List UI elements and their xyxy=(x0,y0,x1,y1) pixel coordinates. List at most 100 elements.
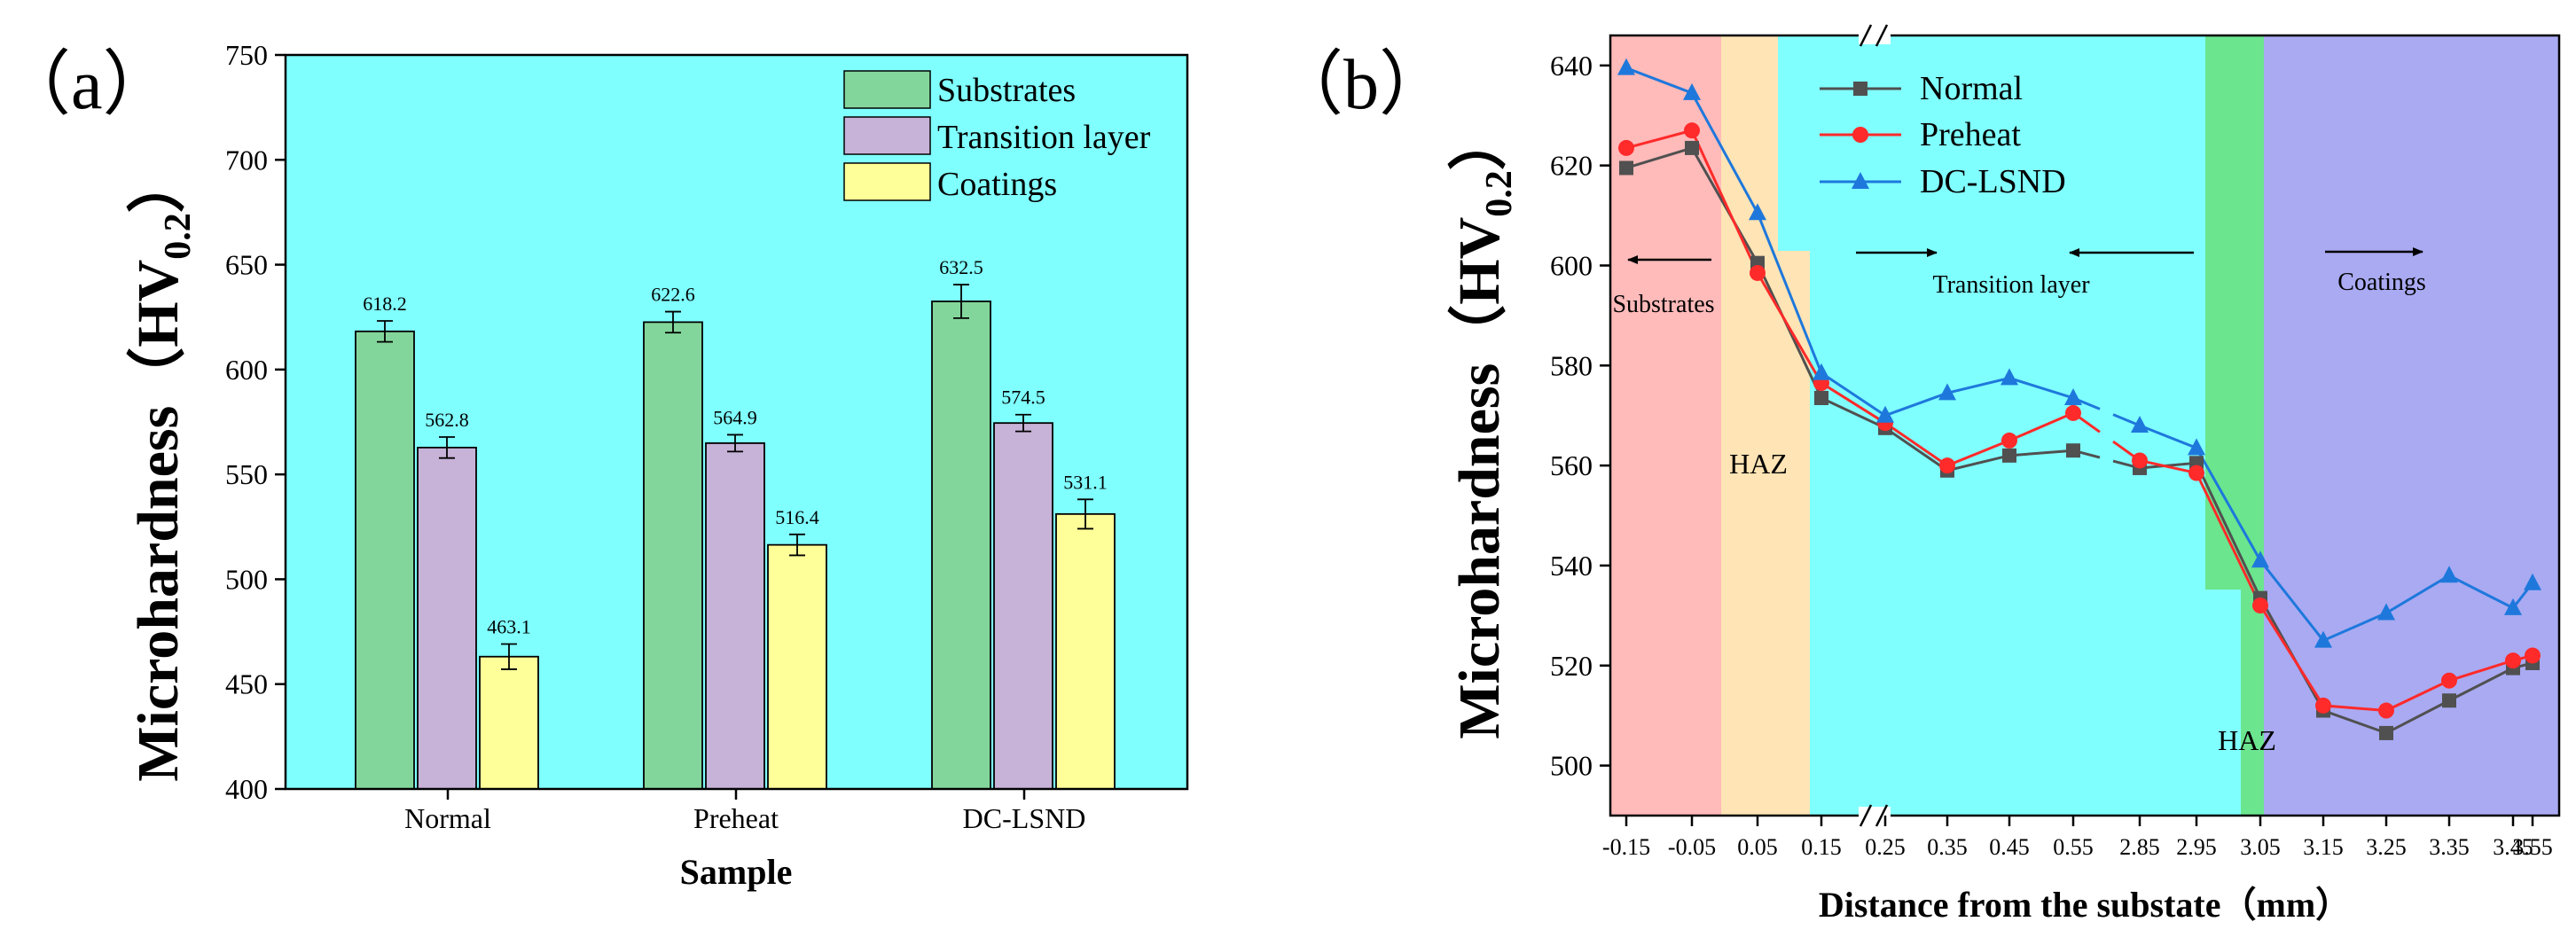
marker-dc-lsnd-0-15 xyxy=(1617,58,1635,75)
bar-value-label: 516.4 xyxy=(775,506,819,528)
legend-label-coatings: Coatings xyxy=(937,166,1057,203)
bar-coatings-normal xyxy=(479,655,539,790)
line-legend: Normal Preheat DC-LSND xyxy=(1820,70,2066,200)
bar-coatings-preheat xyxy=(767,543,827,790)
line-markers xyxy=(1617,58,2541,740)
error-bar-substrates-dc-lsnd xyxy=(953,284,969,319)
bar-legend: Substrates Transition layer Coatings xyxy=(843,70,1151,203)
x-tick-label: 0.15 xyxy=(1801,834,1842,860)
marker-preheat-0-05 xyxy=(1684,122,1700,139)
marker-preheat-0-35 xyxy=(1939,457,1955,474)
marker-dc-lsnd-0-35 xyxy=(1938,383,1956,401)
error-bar-transition-layer-normal xyxy=(439,436,455,459)
marker-preheat-0-15 xyxy=(1618,139,1634,156)
annotation-transition-layer: Transition layer xyxy=(1932,271,2090,299)
region-transition-low xyxy=(2205,590,2241,816)
marker-dc-lsnd-0-45 xyxy=(2001,368,2018,386)
x-tick-label: 0.55 xyxy=(2053,834,2094,860)
legend-swatch-transition-layer xyxy=(843,116,931,155)
x-tick-label: -0.15 xyxy=(1602,834,1650,860)
bar-marks xyxy=(355,301,1116,790)
marker-preheat-3-35 xyxy=(2441,672,2457,689)
legend-marker-normal xyxy=(1853,82,1867,96)
marker-dc-lsnd-0-05 xyxy=(1749,203,1766,221)
panel-a-label: （a） xyxy=(0,46,174,124)
x-tick-label-preheat: Preheat xyxy=(693,802,779,834)
marker-preheat-3-05 xyxy=(2252,597,2268,614)
x-tick-label: 3.25 xyxy=(2366,834,2407,860)
error-bar-coatings-dc-lsnd xyxy=(1077,498,1093,530)
marker-dc-lsnd-3-15 xyxy=(2314,630,2332,648)
y-tick-label: 550 xyxy=(225,458,268,490)
error-bar-substrates-preheat xyxy=(665,310,681,334)
marker-dc-lsnd-0-55 xyxy=(2064,387,2082,405)
marker-preheat-3-25 xyxy=(2378,702,2394,719)
y-tick-label: 600 xyxy=(225,354,268,386)
x-tick-label-dc-lsnd: DC-LSND xyxy=(963,802,1086,834)
region-annotations: Substrates HAZ Transition layer HAZ Coat… xyxy=(1612,247,2426,756)
region-transition-top xyxy=(1778,35,2205,251)
marker-normal-0-15 xyxy=(1814,390,1828,405)
marker-normal-0-15 xyxy=(1619,160,1633,176)
annotation-coatings: Coatings xyxy=(2337,269,2426,296)
bar-value-label: 562.8 xyxy=(425,409,469,431)
marker-preheat-3-55 xyxy=(2525,647,2541,664)
marker-normal-3-25 xyxy=(2379,725,2393,740)
marker-dc-lsnd-2-85 xyxy=(2131,416,2149,433)
legend-swatch-coatings xyxy=(843,162,931,201)
marker-normal-0-05 xyxy=(1685,140,1699,155)
marker-preheat-2-95 xyxy=(2188,465,2204,481)
legend-label-preheat: Preheat xyxy=(1920,116,2021,153)
error-bars xyxy=(377,284,1093,670)
y-tick-label: 650 xyxy=(225,249,268,281)
y-tick-label: 620 xyxy=(1550,150,1593,182)
marker-preheat-0-45 xyxy=(2001,432,2017,449)
legend-label-dc-lsnd: DC-LSND xyxy=(1920,163,2066,200)
line-dc-lsnd-segment-2 xyxy=(2139,424,2534,643)
y-tick-label: 640 xyxy=(1550,50,1593,82)
legend-label-substrates: Substrates xyxy=(937,72,1076,109)
error-bar-transition-layer-dc-lsnd xyxy=(1015,413,1031,433)
legend-marker-preheat xyxy=(1852,127,1868,143)
bar-substrates-dc-lsnd xyxy=(931,301,991,790)
marker-dc-lsnd-3-45 xyxy=(2504,597,2522,615)
line-plot-frame xyxy=(1609,34,2561,817)
annotation-haz-1: HAZ xyxy=(1729,448,1788,480)
x-tick-label: 0.25 xyxy=(1865,834,1906,860)
bar-chart-panel: （a） 618.2 562.8 463.1 622.6 564.9 516.4 632.5 5… xyxy=(0,39,1189,892)
bar-value-label: 622.6 xyxy=(651,284,695,306)
line-series xyxy=(1625,66,2534,735)
annotation-substrates: Substrates xyxy=(1612,291,1714,318)
marker-preheat-3-15 xyxy=(2315,697,2331,714)
y-axis-ticks: 400 450 500 550 600 650 700 750 xyxy=(225,39,286,805)
y-tick-label: 540 xyxy=(1550,550,1593,582)
legend-marker-dc-lsnd xyxy=(1852,172,1869,189)
error-bar-coatings-preheat xyxy=(789,533,805,557)
bar-value-label: 463.1 xyxy=(487,616,531,638)
y-tick-label: 450 xyxy=(225,668,268,700)
y-axis-ticks: 500 520 540 560 580 600 620 640 xyxy=(1550,50,1610,782)
bar-x-axis-title: Sample xyxy=(680,852,793,892)
bar-y-axis-title: Microhardness（HV0.2） xyxy=(125,154,199,782)
x-tick-label: 0.45 xyxy=(1989,834,2030,860)
x-tick-label: 3.15 xyxy=(2303,834,2344,860)
x-tick-label: 2.95 xyxy=(2176,834,2217,860)
error-bar-coatings-normal xyxy=(501,643,517,670)
x-tick-label: 0.05 xyxy=(1737,834,1778,860)
line-preheat-segment-2 xyxy=(2139,459,2533,713)
marker-preheat-2-85 xyxy=(2132,452,2148,469)
line-y-axis-title: Microhardness（HV0.2） xyxy=(1446,112,1520,739)
y-tick-label: 560 xyxy=(1550,449,1593,481)
axis-break-top xyxy=(1859,24,1891,47)
marker-dc-lsnd-3-35 xyxy=(2440,566,2458,583)
x-tick-label: 3.05 xyxy=(2240,834,2281,860)
legend-label-normal: Normal xyxy=(1920,70,2023,107)
marker-preheat-0-55 xyxy=(2065,404,2081,421)
marker-preheat-3-45 xyxy=(2505,652,2521,669)
bar-value-label: 574.5 xyxy=(1001,387,1045,409)
bar-transition-layer-preheat xyxy=(705,441,765,790)
y-tick-label: 580 xyxy=(1550,349,1593,381)
marker-dc-lsnd-3-25 xyxy=(2377,603,2395,621)
marker-preheat-0-05 xyxy=(1750,264,1766,281)
